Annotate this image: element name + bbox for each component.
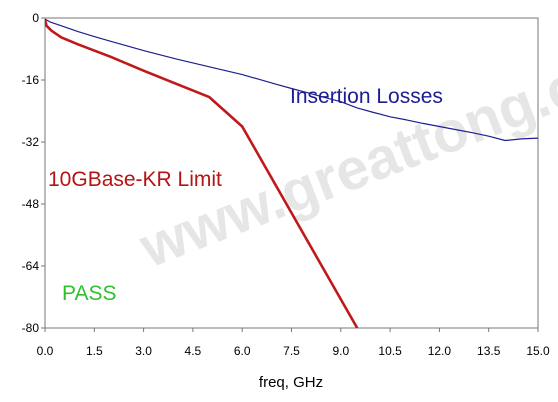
x-tick-label: 4.5 <box>185 344 202 358</box>
series-layer <box>45 18 538 328</box>
y-tick-label: -64 <box>22 259 40 273</box>
x-tick-label: 6.0 <box>234 344 251 358</box>
x-tick-label: 13.5 <box>477 344 501 358</box>
x-tick-label: 10.5 <box>378 344 402 358</box>
series-line-10gbase-kr-limit <box>45 19 359 328</box>
x-axis-ticks: 0.0 1.5 3.0 4.5 6.0 7.5 9.0 10.5 12.0 13.5 15.0 <box>37 328 550 358</box>
x-tick-label: 12.0 <box>428 344 452 358</box>
watermark: www.greattong.com <box>130 22 558 281</box>
x-tick-label: 1.5 <box>86 344 103 358</box>
annotation-insertion-losses: Insertion Losses <box>290 85 443 108</box>
y-tick-label: -80 <box>22 321 40 335</box>
x-tick-label: 3.0 <box>135 344 152 358</box>
y-tick-label: 0 <box>32 11 39 25</box>
series-line-insertion-losses <box>45 18 538 142</box>
x-tick-label: 9.0 <box>332 344 349 358</box>
x-tick-label: 15.0 <box>526 344 550 358</box>
x-axis-title: freq, GHz <box>259 374 323 391</box>
y-axis-ticks: 0 -16 -32 -48 -64 -80 <box>22 11 45 335</box>
x-tick-label: 0.0 <box>37 344 54 358</box>
annotation-pass: PASS <box>62 282 116 305</box>
y-tick-label: -16 <box>22 73 40 87</box>
y-tick-label: -32 <box>22 135 40 149</box>
annotation-10gbase-kr-limit: 10GBase-KR Limit <box>48 168 222 191</box>
y-tick-label: -48 <box>22 197 40 211</box>
x-tick-label: 7.5 <box>283 344 300 358</box>
